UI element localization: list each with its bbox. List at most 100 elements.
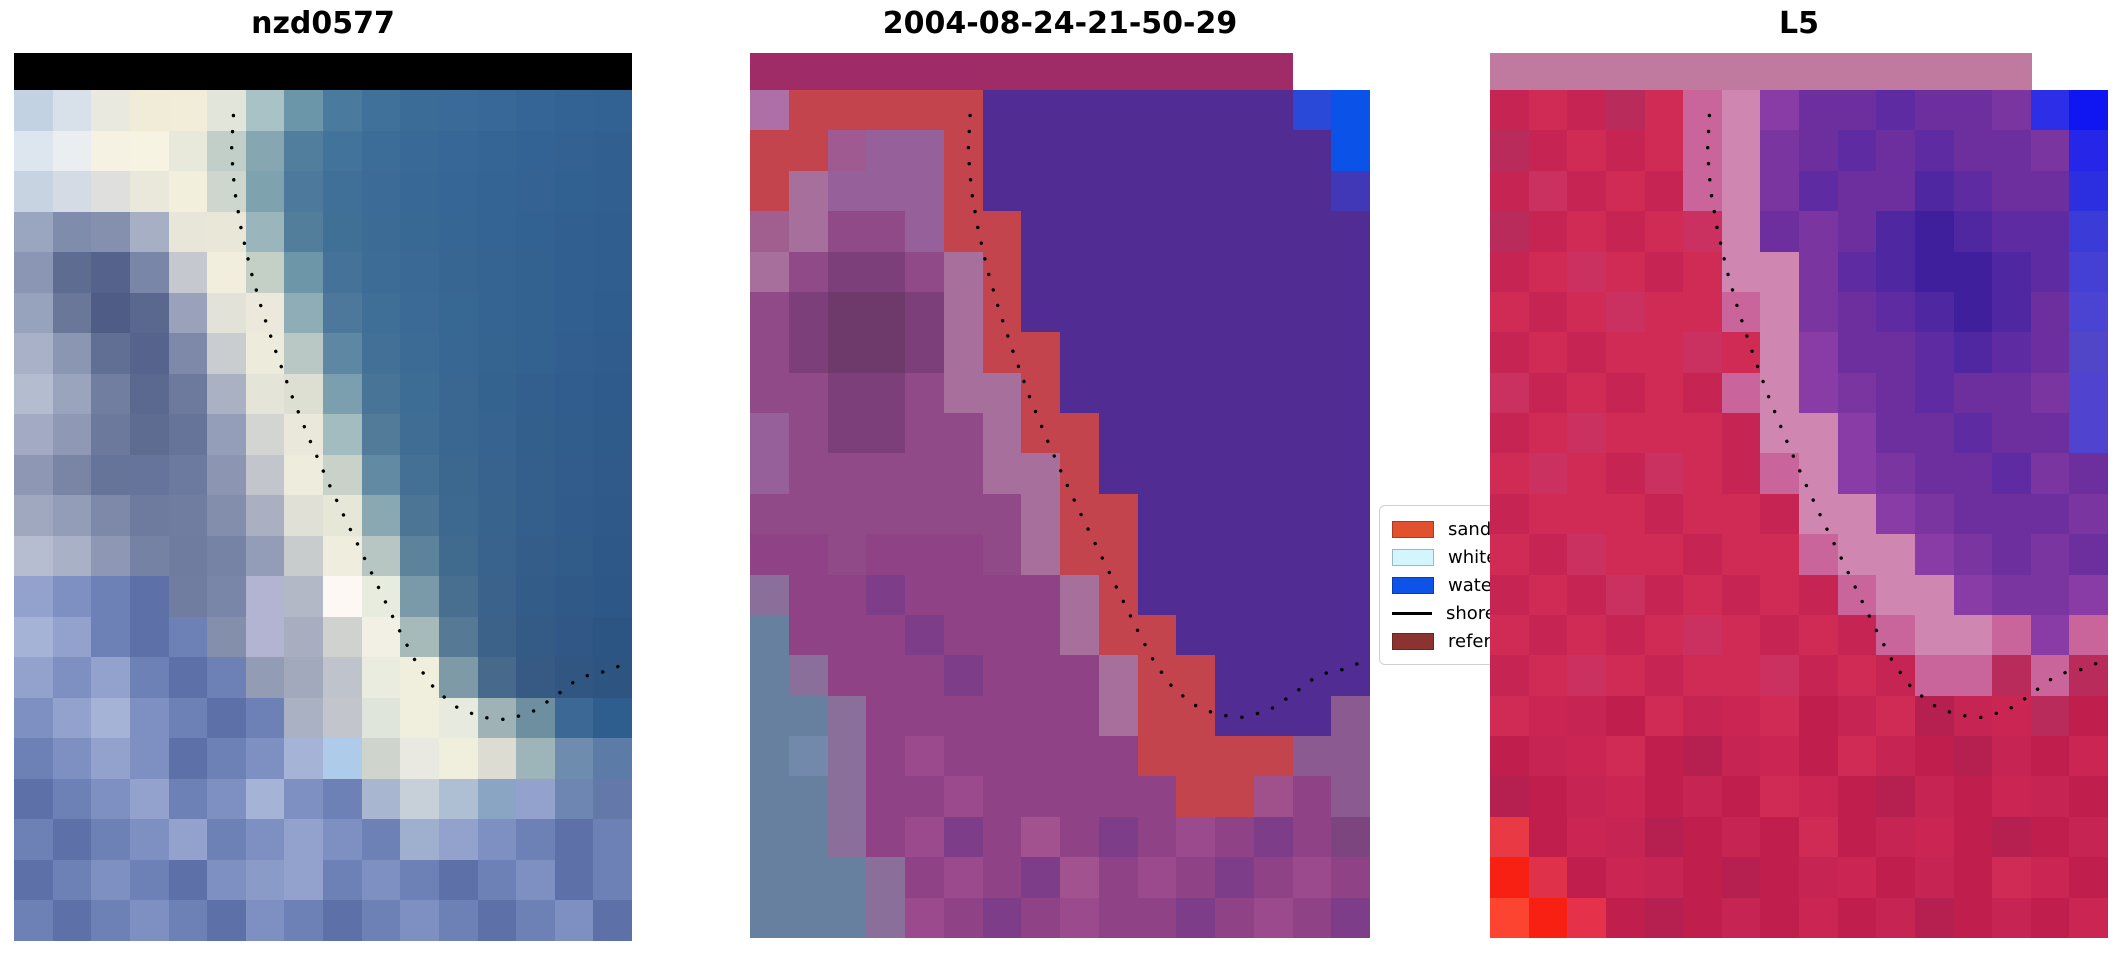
- image-pixel: [1799, 857, 1838, 898]
- image-pixel: [361, 454, 401, 496]
- image-pixel: [323, 373, 362, 415]
- image-pixel: [1331, 816, 1370, 858]
- image-pixel: [1253, 857, 1293, 898]
- image-pixel: [866, 453, 905, 494]
- image-pixel: [1098, 857, 1138, 898]
- image-pixel: [943, 655, 983, 696]
- image-pixel: [1683, 130, 1722, 171]
- image-pixel: [91, 130, 130, 172]
- image-pixel: [2069, 695, 2108, 737]
- image-pixel: [129, 819, 169, 860]
- image-pixel: [1137, 695, 1177, 737]
- image-pixel: [400, 414, 439, 455]
- image-pixel: [827, 413, 867, 454]
- image-pixel: [905, 332, 944, 373]
- image-pixel: [1021, 291, 1060, 333]
- image-pixel: [14, 252, 53, 293]
- image-pixel: [1837, 736, 1877, 777]
- image-pixel: [1021, 453, 1060, 494]
- image-pixel: [1098, 574, 1138, 615]
- image-pixel: [2030, 695, 2070, 737]
- image-pixel: [1992, 574, 2031, 615]
- image-pixel: [129, 211, 169, 253]
- image-pixel: [905, 897, 944, 938]
- image-pixel: [2030, 816, 2070, 858]
- image-pixel: [400, 373, 439, 415]
- image-pixel: [1683, 170, 1722, 212]
- image-pixel: [91, 738, 130, 779]
- image-pixel: [52, 697, 92, 739]
- image-pixel: [866, 816, 905, 858]
- image-pixel: [477, 900, 517, 941]
- image-pixel: [516, 130, 555, 172]
- image-pixel: [1721, 776, 1761, 817]
- image-pixel: [1176, 453, 1215, 494]
- image-pixel: [168, 211, 208, 253]
- image-pixel: [245, 859, 285, 901]
- image-pixel: [943, 897, 983, 938]
- image-pixel: [1292, 90, 1332, 131]
- image-pixel: [1137, 816, 1177, 858]
- image-pixel: [750, 655, 789, 696]
- image-pixel: [400, 292, 439, 334]
- image-pixel: [1953, 211, 1993, 252]
- image-pixel: [168, 819, 208, 860]
- image-pixel: [788, 453, 828, 494]
- image-pixel: [1215, 493, 1254, 535]
- image-pixel: [554, 657, 594, 698]
- image-pixel: [1721, 413, 1761, 454]
- image-pixel: [91, 171, 130, 212]
- image-pixel: [400, 333, 439, 374]
- image-pixel: [943, 574, 983, 615]
- image-pixel: [827, 534, 867, 575]
- image-pixel: [361, 900, 401, 941]
- image-pixel: [1914, 897, 1954, 938]
- image-pixel: [477, 778, 517, 820]
- image-pixel: [982, 130, 1022, 171]
- image-pixel: [91, 414, 130, 455]
- image-pixel: [1876, 251, 1915, 292]
- image-pixel: [827, 211, 867, 252]
- image-pixel: [477, 738, 517, 779]
- image-pixel: [2069, 655, 2108, 696]
- image-pixel: [207, 819, 246, 860]
- image-pixel: [438, 738, 478, 779]
- image-pixel: [1914, 170, 1954, 212]
- image-pixel: [477, 657, 517, 698]
- image-pixel: [788, 493, 828, 535]
- image-pixel: [207, 90, 246, 131]
- image-pixel: [1953, 614, 1993, 656]
- image-pixel: [361, 697, 401, 739]
- image-pixel: [1490, 534, 1529, 575]
- image-pixel: [1876, 170, 1915, 212]
- image-pixel: [477, 292, 517, 334]
- image-pixel: [14, 171, 53, 212]
- image-pixel: [1060, 170, 1099, 212]
- image-pixel: [52, 900, 92, 941]
- image-pixel: [1721, 211, 1761, 252]
- image-pixel: [1137, 897, 1177, 938]
- image-pixel: [129, 252, 169, 293]
- image-pixel: [593, 535, 632, 577]
- image-pixel: [1992, 857, 2031, 898]
- image-pixel: [1490, 90, 1529, 131]
- image-pixel: [1605, 413, 1645, 454]
- image-pixel: [516, 657, 555, 698]
- image-pixel: [788, 332, 828, 373]
- image-pixel: [1060, 291, 1099, 333]
- image-pixel: [2069, 130, 2108, 171]
- image-pixel: [943, 251, 983, 292]
- image-pixel: [91, 211, 130, 253]
- image-pixel: [361, 414, 401, 455]
- image-pixel: [52, 252, 92, 293]
- image-pixel: [1992, 170, 2031, 212]
- image-pixel: [982, 170, 1022, 212]
- image-pixel: [1215, 614, 1254, 656]
- panel-title-right: L5: [1779, 6, 1819, 41]
- image-pixel: [1992, 534, 2031, 575]
- image-pixel: [593, 292, 632, 334]
- image-pixel: [1528, 857, 1568, 898]
- image-pixel: [1992, 493, 2031, 535]
- image-pixel: [1799, 614, 1838, 656]
- image-pixel: [1098, 90, 1138, 131]
